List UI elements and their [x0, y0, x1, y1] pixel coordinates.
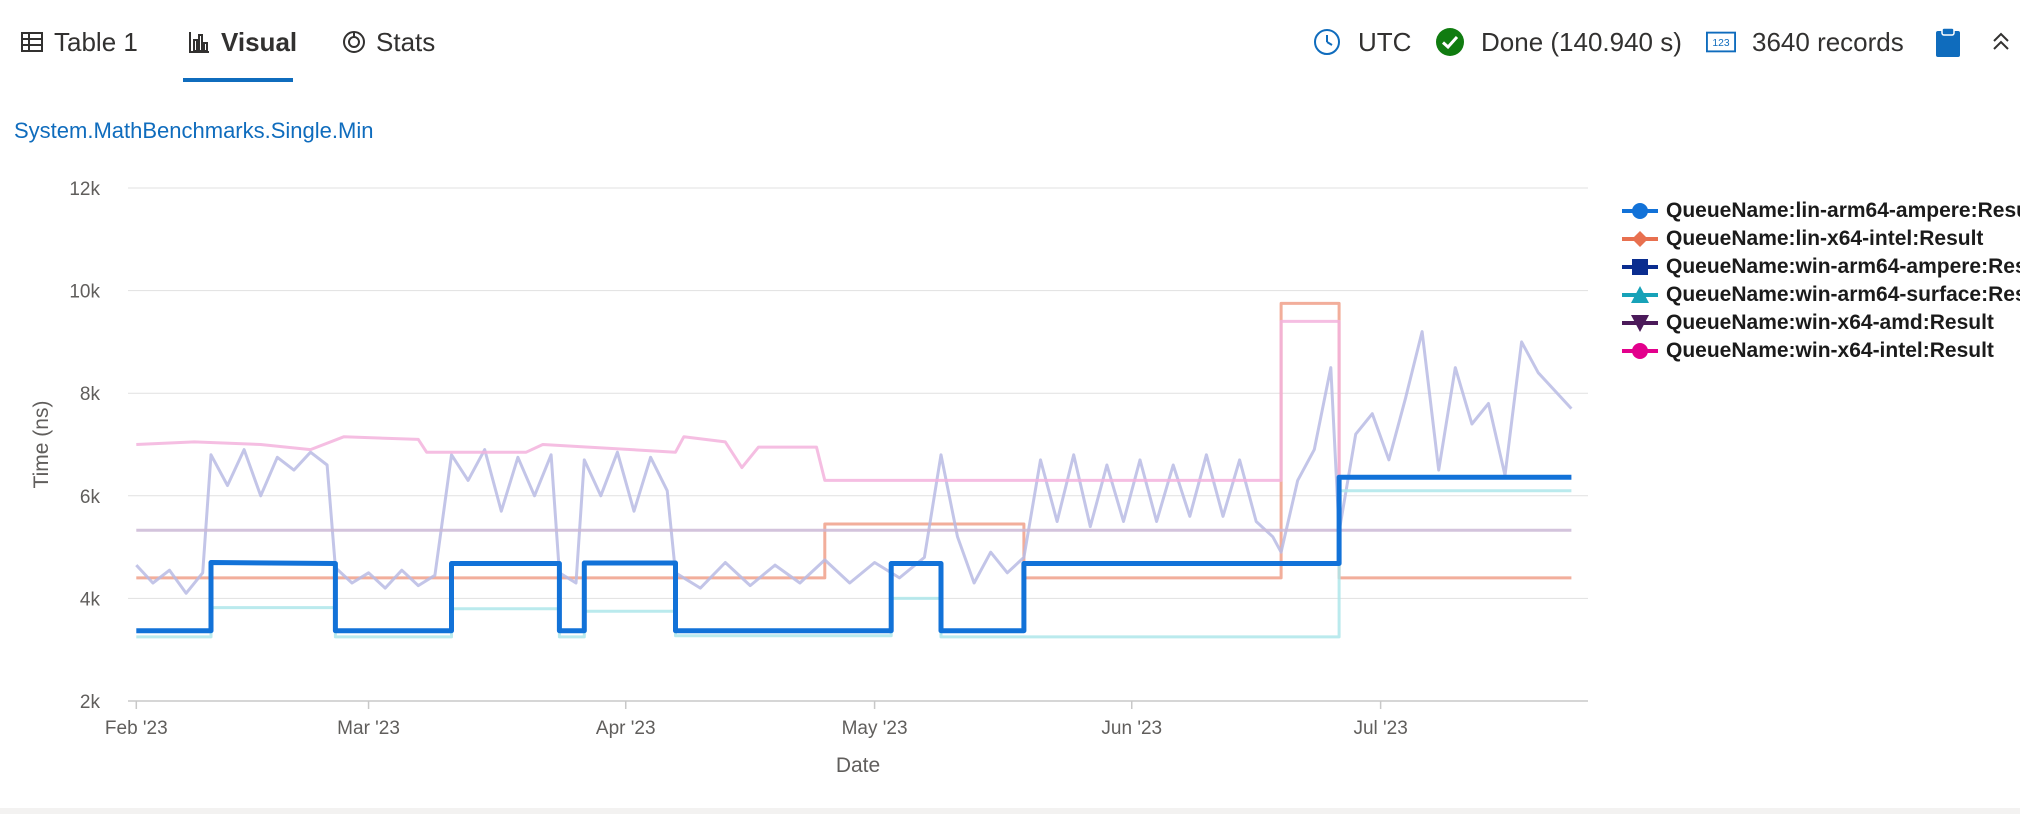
- legend-item[interactable]: QueueName:lin-x64-intel:Result: [1622, 226, 1983, 252]
- y-tick-label: 10k: [69, 282, 100, 303]
- clipboard-icon: [1933, 27, 1963, 57]
- timezone-indicator[interactable]: UTC: [1312, 22, 1411, 62]
- tab-label: Stats: [376, 26, 436, 57]
- y-tick-label: 2k: [80, 692, 101, 713]
- line-chart: 2k 4k 6k 8k 10k 12k Feb '23 Mar '23 Apr '23 May '…: [30, 179, 1588, 777]
- legend-item[interactable]: QueueName:lin-arm64-ampere:Result: [1622, 198, 2020, 224]
- tab-stats[interactable]: Stats: [342, 22, 435, 62]
- number-icon: 123: [1706, 27, 1736, 57]
- series-line-1: [136, 474, 1572, 634]
- legend-label: QueueName:win-x64-amd:Result: [1666, 311, 1994, 334]
- legend-item[interactable]: QueueName:win-arm64-ampere:Result: [1622, 254, 2020, 280]
- check-circle-icon: [1435, 27, 1465, 57]
- clock-icon: [1312, 27, 1342, 57]
- chevron-up-double-icon: [1986, 27, 2016, 57]
- tab-table-1[interactable]: Table 1: [20, 22, 138, 62]
- legend-label: QueueName:win-arm64-surface:Result: [1666, 283, 2020, 306]
- legend-marker-icon: [1622, 286, 1658, 303]
- bar-chart-icon: [187, 30, 211, 54]
- y-tick-label: 12k: [69, 179, 100, 200]
- legend-label: QueueName:win-arm64-ampere:Result: [1666, 255, 2020, 278]
- series-line-6: [136, 319, 1572, 482]
- results-toolbar: Table 1 Visual Stats UTC Done (140.940 s…: [0, 0, 2020, 86]
- collapse-button[interactable]: [1986, 22, 2020, 62]
- x-tick-label: May '23: [842, 718, 908, 739]
- x-tick-label: Apr '23: [596, 718, 656, 739]
- bottom-divider: [0, 808, 2020, 814]
- legend-marker-icon: [1622, 315, 1658, 332]
- legend-label: QueueName:lin-arm64-ampere:Result: [1666, 199, 2020, 222]
- chart-title[interactable]: System.MathBenchmarks.Single.Min: [14, 118, 374, 143]
- legend-item[interactable]: QueueName:win-x64-amd:Result: [1622, 310, 1994, 336]
- series-line-3: [135, 330, 1573, 595]
- legend-marker-icon: [1622, 231, 1658, 247]
- y-tick-label: 8k: [80, 384, 101, 405]
- x-tick-label: Jun '23: [1101, 718, 1162, 739]
- series-line-4: [136, 489, 1572, 639]
- x-tick-label: Feb '23: [105, 718, 168, 739]
- y-tick-label: 4k: [80, 589, 101, 610]
- copy-button[interactable]: [1933, 22, 1979, 62]
- status-text: Done (140.940 s): [1481, 26, 1682, 57]
- active-tab-indicator: [183, 78, 293, 82]
- legend-marker-icon: [1622, 203, 1658, 219]
- tab-visual[interactable]: Visual: [187, 22, 297, 62]
- chart-legend: QueueName:lin-arm64-ampere:Result QueueNa…: [1622, 198, 2020, 378]
- query-status: Done (140.940 s): [1435, 22, 1682, 62]
- x-tick-label: Jul '23: [1353, 718, 1407, 739]
- series-line-2: [136, 301, 1572, 580]
- tab-label: Table 1: [54, 26, 138, 57]
- legend-marker-icon: [1622, 259, 1658, 275]
- legend-marker-icon: [1622, 343, 1658, 359]
- tab-label: Visual: [221, 26, 298, 57]
- legend-label: QueueName:lin-x64-intel:Result: [1666, 227, 1984, 250]
- stats-icon: [342, 30, 366, 54]
- table-icon: [20, 30, 44, 54]
- legend-label: QueueName:win-x64-intel:Result: [1666, 339, 1994, 362]
- svg-text:123: 123: [1712, 38, 1729, 49]
- x-tick-label: Mar '23: [337, 718, 400, 739]
- x-axis-title: Date: [836, 754, 880, 777]
- y-axis-title: Time (ns): [30, 401, 53, 489]
- timezone-label: UTC: [1358, 26, 1412, 57]
- legend-item[interactable]: QueueName:win-x64-intel:Result: [1622, 338, 1994, 364]
- record-count-text: 3640 records: [1752, 26, 1904, 57]
- y-tick-label: 6k: [80, 487, 101, 508]
- record-count: 123 3640 records: [1706, 22, 1904, 62]
- legend-item[interactable]: QueueName:win-arm64-surface:Result: [1622, 282, 2020, 308]
